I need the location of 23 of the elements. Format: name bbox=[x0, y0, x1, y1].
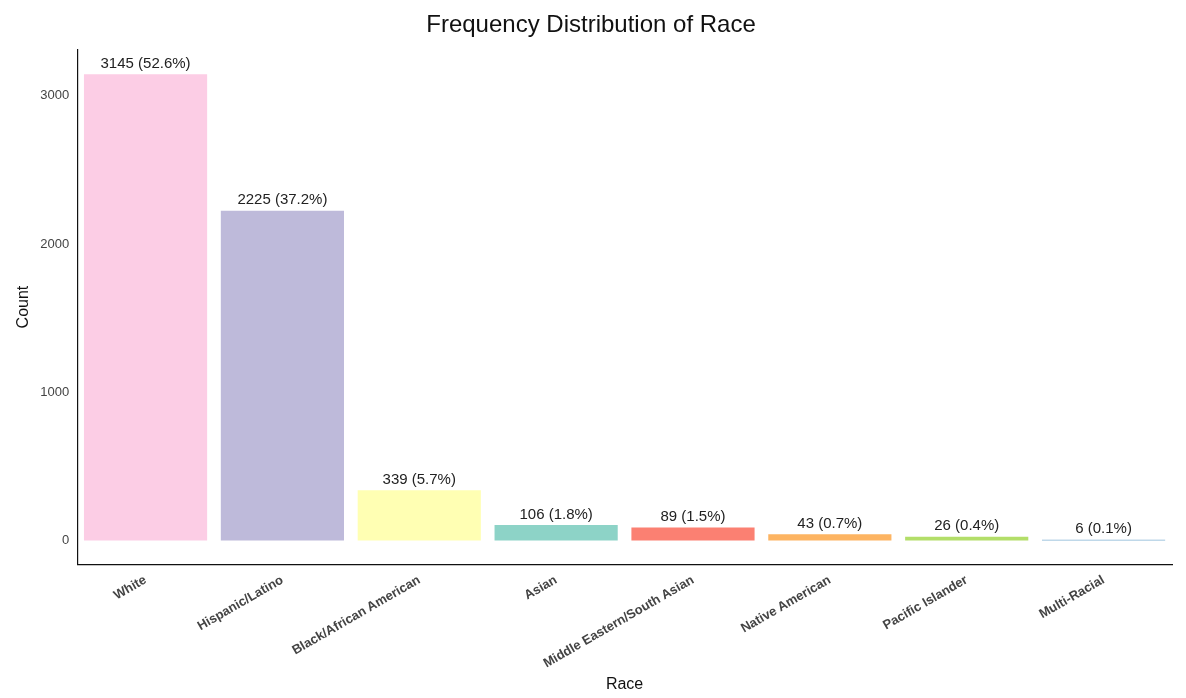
y-tick-label: 2000 bbox=[40, 235, 70, 251]
bar bbox=[494, 524, 618, 541]
data-label: 6 (0.1%) bbox=[1075, 519, 1132, 537]
data-label: 3145 (52.6%) bbox=[100, 53, 191, 71]
y-tick-label: 0 bbox=[61, 532, 70, 548]
bar bbox=[220, 210, 344, 541]
data-label: 2225 (37.2%) bbox=[237, 190, 328, 208]
bar bbox=[83, 74, 208, 541]
data-label: 26 (0.4%) bbox=[934, 516, 1000, 534]
chart-title: Frequency Distribution of Race bbox=[426, 10, 756, 38]
data-label: 106 (1.8%) bbox=[519, 504, 593, 522]
data-label: 339 (5.7%) bbox=[382, 469, 456, 487]
y-tick-label: 3000 bbox=[40, 87, 70, 103]
bar bbox=[357, 490, 481, 541]
data-label: 89 (1.5%) bbox=[660, 507, 726, 525]
x-tick-label: White bbox=[110, 571, 149, 603]
bar bbox=[768, 534, 892, 541]
data-label: 43 (0.7%) bbox=[797, 513, 863, 531]
y-axis-title: Count bbox=[14, 285, 32, 329]
x-axis-title: Race bbox=[605, 674, 644, 692]
bar bbox=[905, 536, 1029, 541]
bar bbox=[631, 527, 755, 541]
y-tick-label: 1000 bbox=[40, 383, 70, 399]
